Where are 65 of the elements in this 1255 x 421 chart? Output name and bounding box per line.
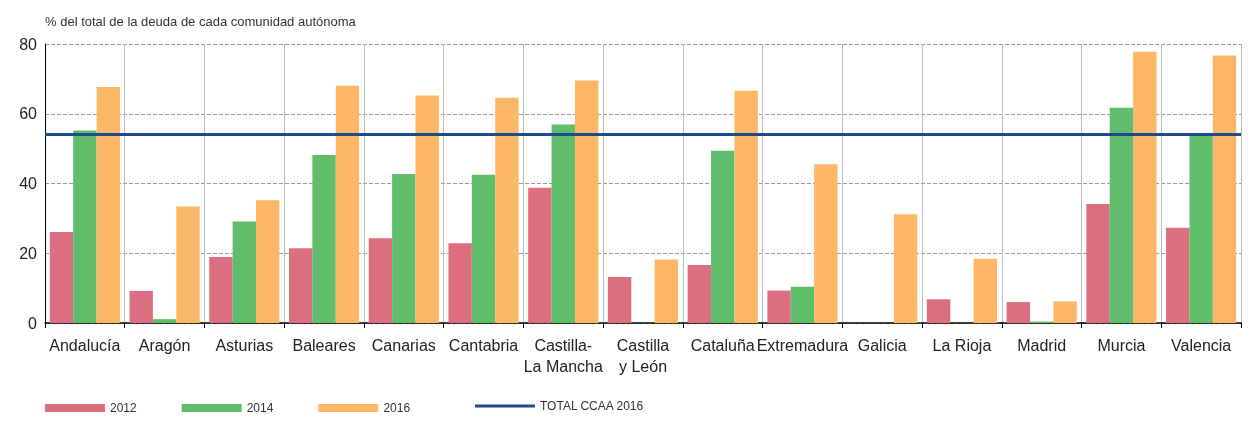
- bar: [288, 248, 313, 323]
- bar: [1109, 107, 1134, 323]
- x-tick-label: Canarias: [371, 337, 436, 354]
- bar: [767, 290, 791, 323]
- x-tick-label: Cataluña: [690, 337, 755, 354]
- x-tick-label: Castilla y León: [616, 337, 670, 375]
- y-tick-label: 20: [19, 244, 38, 262]
- bar: [654, 259, 679, 323]
- bar: [368, 238, 393, 323]
- legend-label: 2016: [383, 401, 411, 415]
- bar: [1133, 51, 1157, 323]
- bar: [711, 150, 735, 323]
- bar: [471, 174, 496, 323]
- bar: [687, 265, 712, 323]
- bar: [335, 85, 360, 323]
- y-axis-title: % del total de la deuda de cada comunidad autónoma: [45, 14, 357, 29]
- bar: [448, 243, 472, 323]
- bar: [415, 95, 439, 323]
- y-tick-label: 80: [19, 35, 38, 53]
- x-tick-label: Cantabria: [448, 337, 519, 354]
- bar: [1086, 204, 1110, 323]
- bar: [1053, 301, 1077, 323]
- bar: [73, 130, 97, 323]
- x-tick-label: Murcia: [1097, 337, 1146, 354]
- bar: [926, 299, 951, 323]
- legend-label: 2014: [246, 401, 274, 415]
- bar: [893, 214, 918, 323]
- bar: [1189, 136, 1213, 323]
- bar: [152, 319, 177, 323]
- x-tick-label: Aragón: [138, 337, 191, 354]
- x-tick-label: La Rioja: [932, 337, 992, 354]
- bar: [209, 257, 233, 323]
- bar: [734, 90, 758, 323]
- x-tick-label: Valencia: [1171, 337, 1232, 354]
- y-tick-label: 60: [19, 105, 38, 123]
- x-tick-label: Asturias: [215, 337, 274, 354]
- bar: [312, 154, 336, 323]
- legend-label: 2012: [110, 401, 138, 415]
- bar: [607, 276, 632, 323]
- bar: [129, 290, 153, 323]
- x-tick-label: Castilla- La Mancha: [523, 337, 603, 375]
- bar: [814, 164, 838, 323]
- bar: [1006, 302, 1030, 323]
- bar: [392, 174, 416, 323]
- bar: [96, 86, 120, 323]
- legend-label: TOTAL CCAA 2016: [540, 399, 644, 413]
- x-tick-label: Baleares: [292, 337, 356, 354]
- x-tick-label: Extremadura: [756, 337, 849, 354]
- y-tick-label: 40: [19, 175, 38, 192]
- bar: [232, 221, 257, 323]
- bar: [256, 200, 280, 323]
- bar: [790, 286, 815, 323]
- x-tick-label: Madrid: [1017, 337, 1067, 354]
- bar: [574, 80, 599, 323]
- bar: [495, 97, 519, 323]
- bar: [1166, 227, 1190, 323]
- bar: [1212, 55, 1237, 323]
- bar: [528, 187, 552, 323]
- bar: [551, 124, 575, 323]
- y-tick-label: 0: [28, 314, 38, 332]
- x-tick-label: Galicia: [857, 337, 907, 354]
- bar: [176, 206, 200, 323]
- bar: [49, 231, 74, 323]
- x-tick-label: Andalucía: [49, 337, 121, 354]
- bar: [973, 258, 998, 323]
